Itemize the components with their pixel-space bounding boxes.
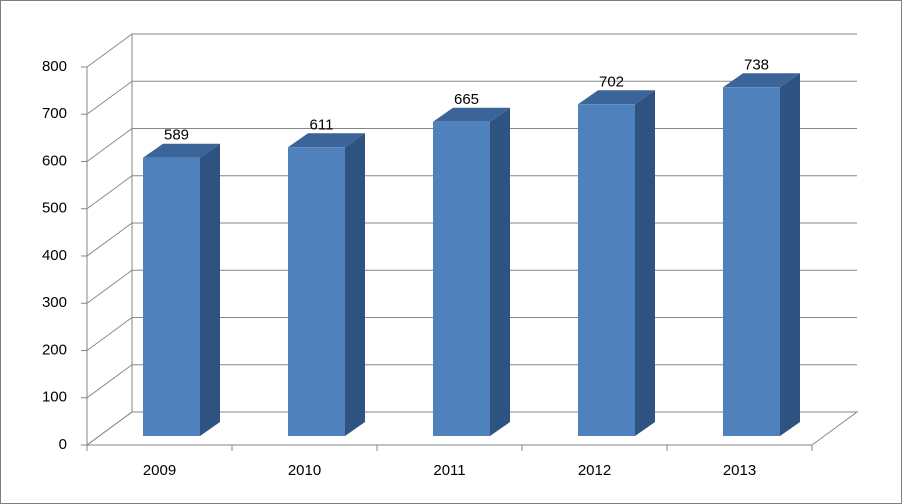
side-grid-line [86, 411, 133, 446]
x-tick-label: 2011 [433, 462, 465, 479]
bar-front [578, 104, 635, 437]
y-tick-label: 200 [42, 341, 67, 358]
y-tick-label: 700 [42, 105, 67, 122]
y-tick-label: 500 [42, 200, 67, 217]
y-tick-label: 300 [42, 294, 67, 311]
bar [143, 143, 220, 436]
bar [578, 90, 655, 437]
bar [723, 73, 800, 437]
bar-front [723, 87, 780, 437]
bar-top [143, 143, 220, 158]
bar [288, 133, 365, 437]
bar-top [288, 133, 365, 148]
side-grid-line [86, 317, 133, 351]
y-tick-label: 0 [59, 436, 67, 453]
x-tick-label: 2010 [288, 462, 321, 479]
bar-front [288, 147, 345, 437]
x-tick-label: 2013 [723, 462, 756, 479]
y-tick-label: 800 [42, 58, 67, 75]
x-tick-label: 2012 [578, 462, 611, 479]
side-grid-line [86, 33, 133, 68]
side-grid-line [86, 222, 133, 257]
bar-top [723, 73, 800, 88]
data-label: 589 [164, 127, 189, 144]
bar-side [345, 133, 365, 437]
data-label: 665 [454, 91, 479, 108]
y-tick-label: 100 [42, 389, 67, 406]
data-label: 611 [310, 116, 334, 133]
x-tick-label: 2009 [143, 462, 176, 479]
data-label: 702 [599, 73, 624, 90]
bar-front [143, 157, 200, 436]
bar-side [635, 90, 655, 437]
bar [433, 107, 510, 436]
side-grid-line [86, 80, 133, 115]
bar-front [433, 121, 490, 436]
data-label: 738 [744, 56, 769, 73]
y-tick-label: 400 [42, 247, 67, 264]
bar-top [578, 90, 655, 105]
side-grid-line [86, 175, 133, 210]
side-grid-line [86, 128, 133, 162]
bar-top [433, 107, 510, 122]
bar-side [780, 73, 800, 437]
bar-side [490, 107, 510, 436]
side-grid-line [86, 364, 133, 399]
bar-side [200, 143, 220, 436]
side-grid-line [86, 269, 133, 304]
y-tick-label: 600 [42, 152, 67, 169]
